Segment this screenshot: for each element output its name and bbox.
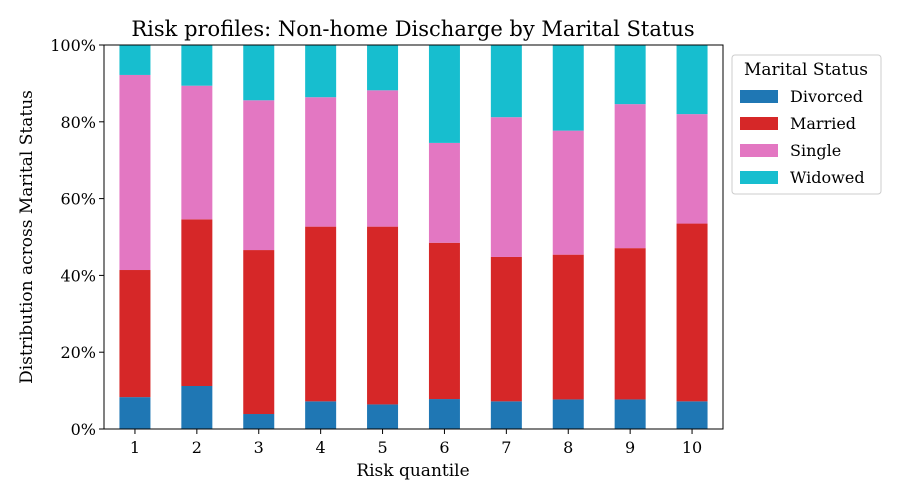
bar-widowed-3	[243, 45, 275, 101]
bar-married-6	[428, 242, 460, 400]
bar-married-4	[305, 226, 337, 402]
bar-divorced-3	[243, 414, 275, 429]
bar-divorced-8	[552, 399, 584, 429]
bar-married-2	[181, 219, 213, 386]
y-axis: 0% 20% 40% 60% 80% 100%	[50, 36, 104, 439]
legend-title: Marital Status	[744, 60, 868, 80]
bar-single-1	[119, 74, 151, 271]
bar-single-8	[552, 130, 584, 255]
bar-married-1	[119, 270, 151, 398]
bar-divorced-4	[305, 401, 337, 429]
chart-title: Risk profiles: Non-home Discharge by Mar…	[131, 17, 694, 41]
bar-divorced-10	[676, 401, 708, 429]
bar-single-5	[367, 90, 399, 227]
bar-divorced-9	[614, 399, 646, 429]
x-tick-label: 6	[439, 438, 449, 457]
y-tick-label: 60%	[60, 190, 96, 209]
legend-swatch-single	[740, 144, 778, 157]
y-tick-label: 80%	[60, 113, 96, 132]
bar-single-4	[305, 97, 337, 227]
x-tick-label: 5	[377, 438, 387, 457]
bars-group	[119, 45, 708, 429]
bar-widowed-6	[428, 45, 460, 143]
x-tick-label: 9	[625, 438, 635, 457]
y-axis-label: Distribution across Marital Status	[17, 90, 37, 384]
legend-frame	[731, 54, 882, 195]
bar-widowed-2	[181, 45, 213, 86]
y-tick-label: 0%	[71, 420, 96, 439]
x-tick-label: 4	[316, 438, 326, 457]
bar-married-5	[367, 226, 399, 405]
bar-widowed-9	[614, 45, 646, 105]
y-tick-label: 20%	[60, 343, 96, 362]
bar-widowed-4	[305, 45, 337, 98]
bar-divorced-5	[367, 404, 399, 429]
bar-divorced-7	[490, 401, 522, 429]
x-tick-label: 7	[501, 438, 511, 457]
x-axis: 1 2 3 4 5 6 7 8 9 10	[130, 429, 702, 457]
legend-label-married: Married	[790, 114, 856, 133]
bar-married-10	[676, 223, 708, 402]
bar-widowed-5	[367, 45, 399, 91]
x-tick-label: 8	[563, 438, 573, 457]
bar-single-6	[428, 142, 460, 243]
legend: Marital Status Divorced Married Single Wido…	[731, 54, 882, 195]
bar-married-8	[552, 254, 584, 400]
bar-married-9	[614, 248, 646, 400]
x-tick-label: 2	[192, 438, 202, 457]
legend-label-widowed: Widowed	[790, 168, 865, 187]
bar-widowed-1	[119, 45, 151, 75]
x-tick-label: 1	[130, 438, 140, 457]
bar-widowed-7	[490, 45, 522, 118]
legend-swatch-married	[740, 117, 778, 130]
x-axis-label: Risk quantile	[356, 461, 469, 481]
bar-divorced-2	[181, 385, 213, 429]
x-tick-label: 3	[254, 438, 264, 457]
y-tick-label: 100%	[50, 36, 96, 55]
plot-frame	[103, 44, 724, 430]
bar-single-3	[243, 100, 275, 251]
legend-label-divorced: Divorced	[790, 87, 863, 106]
bar-widowed-8	[552, 45, 584, 131]
bar-married-7	[490, 256, 522, 402]
bar-single-7	[490, 117, 522, 257]
legend-swatch-widowed	[740, 171, 778, 184]
bar-single-9	[614, 104, 646, 249]
legend-label-single: Single	[790, 141, 841, 160]
x-tick-label: 10	[682, 438, 702, 457]
bar-divorced-6	[428, 399, 460, 429]
bar-single-2	[181, 85, 213, 220]
bar-widowed-10	[676, 45, 708, 115]
y-tick-label: 40%	[60, 266, 96, 285]
bar-married-3	[243, 250, 275, 415]
bar-single-10	[676, 114, 708, 224]
bar-divorced-1	[119, 397, 151, 429]
legend-swatch-divorced	[740, 90, 778, 103]
